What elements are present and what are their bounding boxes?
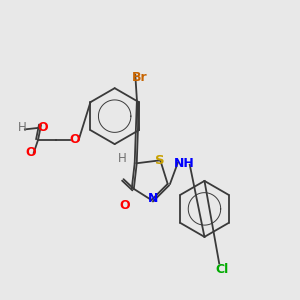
- Text: NH: NH: [173, 157, 194, 170]
- Text: O: O: [120, 200, 130, 212]
- Text: H: H: [17, 122, 26, 134]
- Text: O: O: [70, 133, 80, 146]
- Text: H: H: [118, 152, 126, 165]
- Text: O: O: [26, 146, 36, 159]
- Text: N: N: [148, 192, 158, 205]
- Text: S: S: [155, 154, 165, 167]
- Text: O: O: [37, 122, 48, 134]
- Text: Cl: Cl: [215, 263, 229, 276]
- Text: Br: Br: [132, 71, 148, 84]
